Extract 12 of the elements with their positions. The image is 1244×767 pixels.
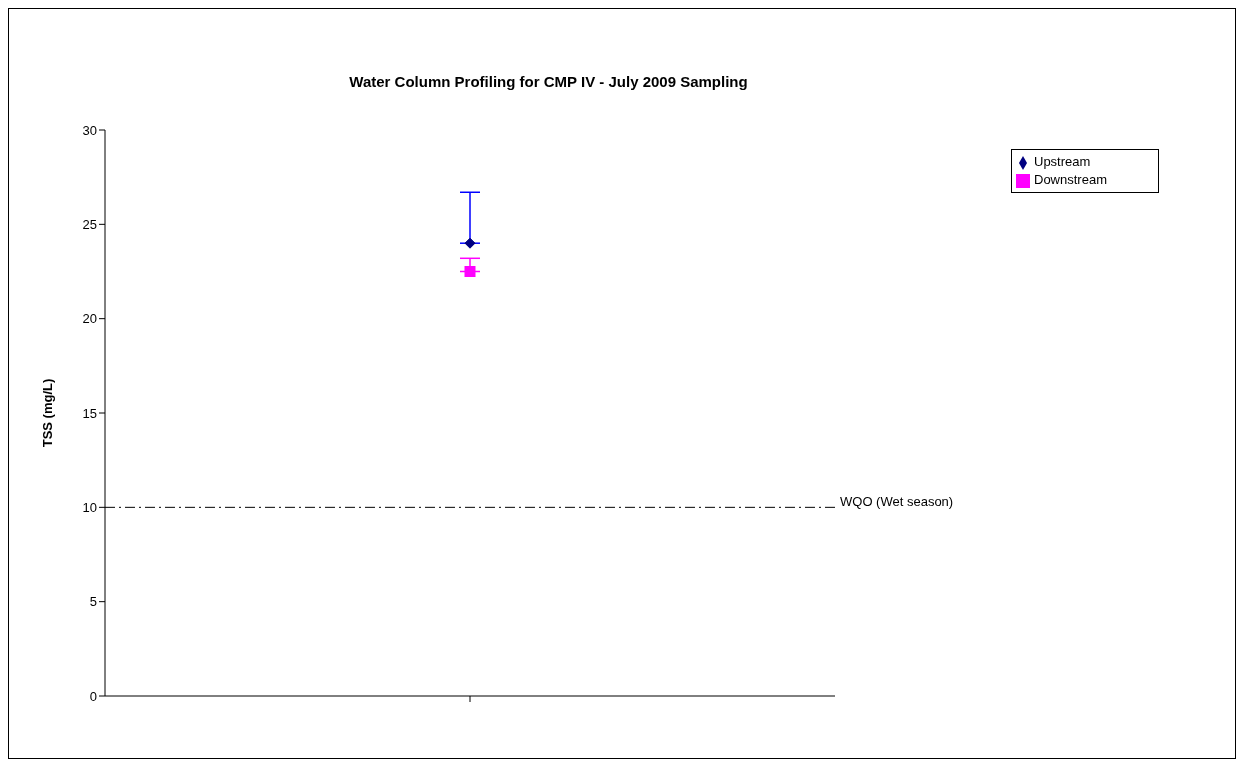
y-tick-label: 5 <box>89 594 97 610</box>
y-tick-label: 25 <box>82 216 97 232</box>
legend-label: Upstream <box>1034 154 1091 169</box>
y-tick-label: 15 <box>82 405 97 421</box>
y-axis-title: TSS (mg/L) <box>39 378 55 448</box>
ref-line-label: WQO (Wet season) <box>840 493 954 509</box>
legend-label: Downstream <box>1034 172 1107 187</box>
y-tick-label: 20 <box>82 311 97 327</box>
y-tick-label: 0 <box>89 688 97 704</box>
chart-title: Water Column Profiling for CMP IV - July 2009 Sampling <box>348 73 749 90</box>
y-tick-label: 10 <box>82 499 97 515</box>
y-tick-label: 30 <box>82 122 97 138</box>
